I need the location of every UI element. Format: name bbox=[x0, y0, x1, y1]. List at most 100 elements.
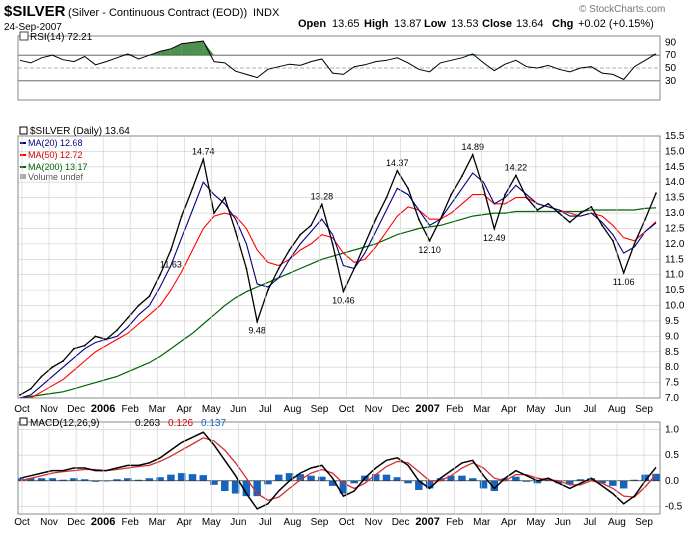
price-point bbox=[267, 289, 269, 292]
macd-y-tick: 0.5 bbox=[665, 450, 679, 461]
price-point bbox=[299, 233, 302, 236]
macd-y-tick: 1.0 bbox=[665, 425, 679, 436]
price-annotation: 12.49 bbox=[483, 233, 506, 243]
macd-histogram-bar bbox=[156, 477, 164, 481]
price-point bbox=[655, 192, 657, 195]
price-point bbox=[202, 158, 205, 161]
x-tick-label: Apr bbox=[176, 404, 192, 415]
x-tick-label: May bbox=[202, 404, 221, 415]
price-y-tick: 8.5 bbox=[665, 347, 679, 358]
macd-histogram-bar bbox=[533, 480, 542, 484]
macd-histogram-bar bbox=[70, 478, 78, 481]
rsi-label: RSI(14) 72.21 bbox=[30, 32, 93, 43]
macd-histogram-bar bbox=[501, 478, 509, 481]
price-grid bbox=[18, 135, 660, 399]
price-annotation: 10.46 bbox=[332, 295, 355, 305]
price-y-tick: 13.0 bbox=[665, 208, 685, 219]
price-y-tick: 15.5 bbox=[665, 131, 685, 142]
macd-histogram-bar bbox=[609, 480, 617, 486]
macd-histogram-bar bbox=[221, 480, 229, 491]
x-tick-label: Feb bbox=[122, 404, 140, 415]
x-tick-label: Aug bbox=[284, 517, 302, 528]
x-tick-label: Jul bbox=[259, 517, 272, 528]
price-point bbox=[482, 187, 485, 190]
macd-signal-value: 0.126 bbox=[168, 418, 193, 429]
price-y-tick: 13.5 bbox=[665, 193, 685, 204]
rsi-line bbox=[19, 40, 657, 81]
macd-histogram-bar bbox=[566, 480, 574, 485]
price-point bbox=[568, 221, 571, 224]
macd-histogram-bar bbox=[415, 480, 423, 490]
macd-histogram-bar bbox=[328, 480, 337, 486]
ma200-line bbox=[19, 207, 657, 398]
macd-histogram-bar bbox=[318, 476, 326, 481]
price-point bbox=[310, 224, 312, 227]
price-point bbox=[19, 394, 21, 396]
rsi-y-tick: 50 bbox=[665, 63, 677, 74]
price-annotation: 14.37 bbox=[386, 158, 409, 168]
ma200-legend: MA(200) 13.17 bbox=[28, 162, 88, 172]
price-annotation: 11.63 bbox=[160, 259, 182, 269]
price-point bbox=[148, 295, 151, 298]
macd-histogram-bar bbox=[479, 480, 488, 489]
price-point bbox=[611, 239, 614, 242]
price-legend-swatch bbox=[19, 126, 28, 135]
chart-date: 24-Sep-2007 bbox=[4, 22, 62, 33]
ma20-line bbox=[19, 172, 657, 398]
rsi-overbought-fill bbox=[181, 42, 193, 56]
x-tick-label: Aug bbox=[608, 517, 626, 528]
price-point bbox=[471, 153, 474, 156]
price-point bbox=[590, 205, 593, 208]
price-point bbox=[461, 175, 463, 177]
macd-histogram-bar bbox=[436, 478, 445, 481]
price-point bbox=[407, 187, 409, 190]
price-point bbox=[245, 267, 248, 270]
price-point bbox=[547, 202, 550, 205]
price-point bbox=[536, 209, 539, 211]
price-x-axis: Oct Nov Dec 2006 Feb Mar Apr May Jun Jul Aug Sep Oct… bbox=[14, 136, 653, 415]
macd-histogram-bar bbox=[188, 474, 197, 481]
macd-hist-value: 0.137 bbox=[201, 418, 226, 429]
price-line bbox=[19, 153, 657, 396]
price-point bbox=[29, 387, 32, 390]
macd-histogram-bar bbox=[587, 478, 596, 481]
macd-histogram-bar bbox=[630, 479, 639, 481]
x-tick-label: May bbox=[526, 404, 545, 415]
x-tick-label: Sep bbox=[311, 517, 329, 528]
macd-value: 0.263 bbox=[135, 418, 160, 429]
symbol: $SILVER bbox=[4, 3, 66, 20]
price-point bbox=[439, 218, 442, 221]
rsi-overbought-fill bbox=[192, 41, 204, 56]
high-label: High bbox=[364, 18, 389, 30]
macd-line bbox=[19, 431, 657, 510]
price-point bbox=[514, 174, 517, 177]
price-point bbox=[94, 335, 97, 338]
macd-histogram-bar bbox=[210, 480, 218, 485]
macd-histogram-bar bbox=[124, 478, 132, 481]
price-point bbox=[504, 193, 506, 196]
x-tick-label: Jun bbox=[555, 404, 571, 415]
macd-legend-swatch bbox=[19, 417, 28, 426]
price-y-tick: 12.0 bbox=[665, 239, 685, 250]
price-point bbox=[277, 267, 280, 270]
macd-histogram-bar bbox=[177, 473, 186, 481]
x-tick-label: Mar bbox=[473, 517, 491, 528]
x-tick-label: Jun bbox=[230, 404, 246, 415]
price-point bbox=[342, 290, 345, 293]
price-point bbox=[558, 212, 560, 214]
macd-histogram-bar bbox=[134, 479, 143, 481]
rsi-series bbox=[19, 40, 657, 81]
x-tick-label: Feb bbox=[446, 517, 464, 528]
macd-histogram-bar bbox=[382, 474, 391, 481]
macd-histogram-bar bbox=[469, 478, 477, 481]
macd-histogram-bar bbox=[641, 474, 649, 481]
macd-x-axis: Oct Nov Dec 2006 Feb Mar Apr May Jun Jul Aug Sep Oct… bbox=[14, 422, 653, 528]
price-point bbox=[331, 242, 334, 245]
macd-series bbox=[18, 431, 660, 510]
price-legend-title: $SILVER (Daily) 13.64 bbox=[30, 126, 130, 137]
price-point bbox=[622, 271, 625, 274]
price-y-tick: 7.5 bbox=[665, 378, 679, 389]
rsi-overbought-fill bbox=[160, 48, 171, 56]
high-value: 13.87 bbox=[394, 18, 422, 30]
